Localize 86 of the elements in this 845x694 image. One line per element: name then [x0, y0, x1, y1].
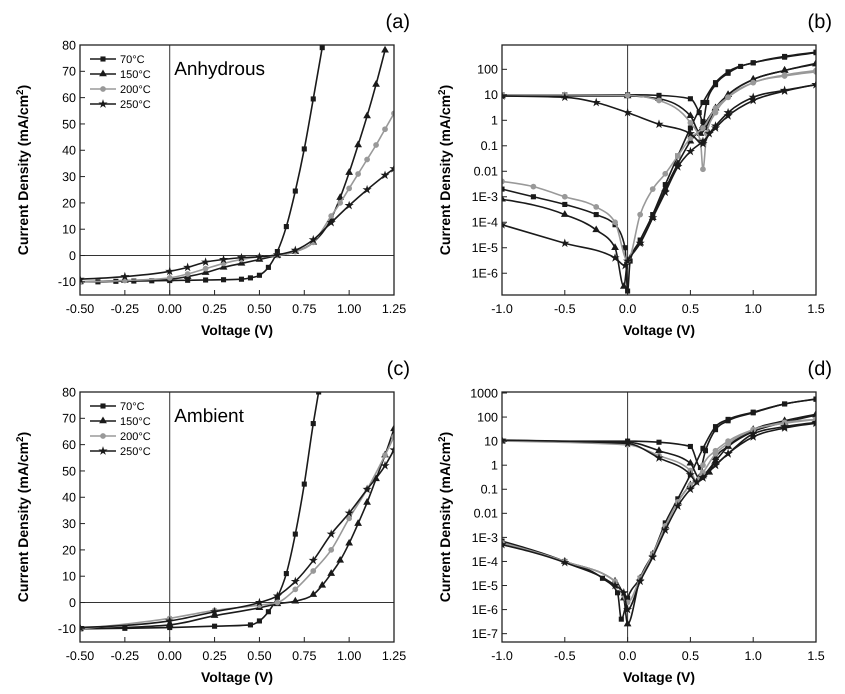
- x-tick-label: 1.5: [807, 302, 825, 316]
- y-tick-label: 20: [62, 196, 76, 210]
- legend-label: 70°C: [120, 400, 145, 413]
- legend-label: 200°C: [120, 430, 151, 443]
- y-tick-label: 1E-5: [472, 241, 498, 256]
- x-tick-label: 1.00: [336, 649, 362, 663]
- y-tick-label: 60: [62, 91, 76, 106]
- x-tick-label: 0.0: [618, 649, 636, 663]
- x-tick-label: 1.25: [382, 302, 406, 316]
- y-tick-label: 100: [477, 62, 498, 77]
- x-tick-label: -1.0: [491, 649, 513, 663]
- y-tick-label: 50: [62, 464, 76, 478]
- y-tick-label: 1: [491, 458, 498, 473]
- y-tick-label: 80: [62, 38, 76, 52]
- y-tick-label: 0.1: [480, 482, 498, 497]
- x-tick-label: 1.0: [744, 649, 762, 663]
- y-tick-label: 1E-3: [472, 530, 498, 545]
- y-tick-label: 10: [62, 222, 76, 237]
- y-tick-label: 30: [62, 170, 76, 184]
- x-tick-label: 0.25: [202, 649, 227, 663]
- y-tick-label: 1E-7: [472, 627, 498, 642]
- x-tick-label: -0.50: [66, 302, 94, 316]
- y-tick-label: 30: [62, 516, 76, 531]
- y-tick-label: 0.01: [474, 506, 498, 521]
- legend-label: 250°C: [120, 446, 151, 458]
- x-axis-title: Voltage (V): [200, 669, 274, 685]
- legend-label: 70°C: [120, 54, 145, 66]
- legend-label: 150°C: [120, 416, 151, 428]
- y-tick-label: 40: [62, 490, 76, 505]
- x-tick-label: 0.00: [158, 649, 182, 663]
- y-tick-label: 1: [491, 114, 498, 128]
- y-tick-label: 10: [484, 434, 498, 449]
- y-tick-label: 1E-3: [472, 190, 498, 204]
- y-tick-label: 1E-4: [472, 216, 498, 230]
- x-tick-label: -0.5: [554, 302, 576, 316]
- y-tick-label: 50: [62, 117, 76, 132]
- chart-title: (b): [808, 11, 832, 33]
- y-tick-label: 1000: [470, 386, 498, 400]
- y-tick-label: 0.01: [474, 164, 498, 179]
- chart-title: (a): [386, 11, 410, 33]
- x-tick-label: -0.50: [66, 649, 94, 663]
- x-tick-label: 0.5: [682, 302, 700, 316]
- annotation: Ambient: [174, 406, 245, 427]
- legend-label: 200°C: [120, 84, 151, 96]
- y-tick-label: 40: [62, 144, 76, 158]
- x-tick-label: 0.0: [618, 302, 636, 316]
- y-tick-label: 70: [62, 64, 76, 79]
- y-tick-label: 0: [69, 248, 76, 263]
- y-tick-label: -10: [58, 275, 76, 290]
- y-tick-label: 1E-6: [472, 602, 498, 617]
- y-tick-label: 10: [62, 570, 76, 584]
- annotation: Anhydrous: [174, 59, 266, 80]
- x-tick-label: 1.0: [744, 302, 762, 316]
- y-tick-label: 1E-6: [472, 266, 498, 281]
- y-tick-label: 10: [484, 88, 498, 102]
- x-tick-label: 1.5: [807, 649, 825, 663]
- x-tick-label: 0.25: [202, 302, 227, 316]
- x-tick-label: 0.00: [158, 302, 182, 316]
- x-tick-label: 0.75: [292, 649, 316, 663]
- x-tick-label: 0.75: [292, 302, 316, 316]
- x-tick-label: -0.25: [110, 649, 140, 663]
- y-tick-label: 70: [62, 412, 76, 426]
- x-tick-label: 1.25: [382, 649, 406, 663]
- x-tick-label: 0.50: [247, 649, 272, 663]
- y-tick-label: 60: [62, 438, 76, 452]
- x-axis-title: Voltage (V): [200, 322, 274, 338]
- y-tick-label: 1E-4: [472, 554, 498, 569]
- y-tick-label: 20: [62, 543, 76, 558]
- x-axis-title: Voltage (V): [622, 669, 696, 685]
- y-tick-label: 80: [62, 385, 76, 400]
- x-tick-label: -0.25: [110, 302, 140, 316]
- x-tick-label: 0.5: [682, 649, 700, 663]
- x-axis-title: Voltage (V): [622, 322, 696, 338]
- legend-label: 250°C: [120, 98, 151, 111]
- x-tick-label: 0.50: [247, 302, 272, 316]
- y-tick-label: 1E-5: [472, 578, 498, 593]
- y-tick-label: 100: [477, 410, 498, 424]
- x-tick-label: -1.0: [491, 302, 513, 316]
- y-tick-label: -10: [58, 622, 76, 636]
- chart-title: (c): [386, 358, 410, 380]
- chart-title: (d): [808, 358, 832, 380]
- legend-label: 150°C: [120, 68, 151, 81]
- x-tick-label: 1.00: [336, 302, 362, 316]
- x-tick-label: -0.5: [554, 649, 576, 663]
- y-tick-label: 0: [69, 596, 76, 610]
- y-tick-label: 0.1: [480, 139, 498, 154]
